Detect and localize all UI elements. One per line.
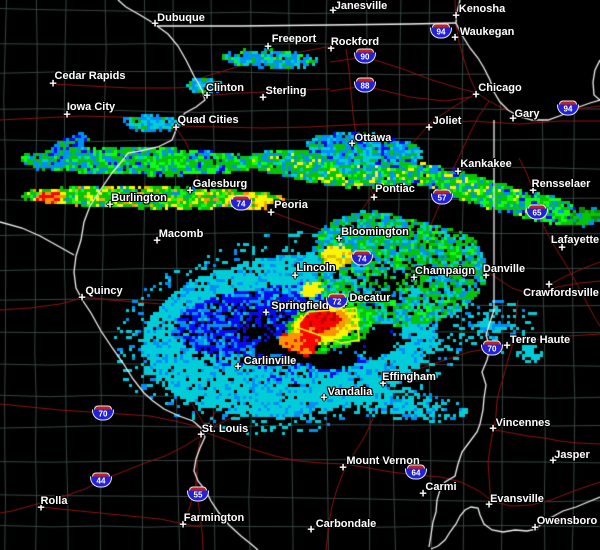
radar-map-canvas[interactable] (0, 0, 600, 550)
radar-map: + Dubuque + Janesville + Kenosha + Wauke… (0, 0, 600, 550)
